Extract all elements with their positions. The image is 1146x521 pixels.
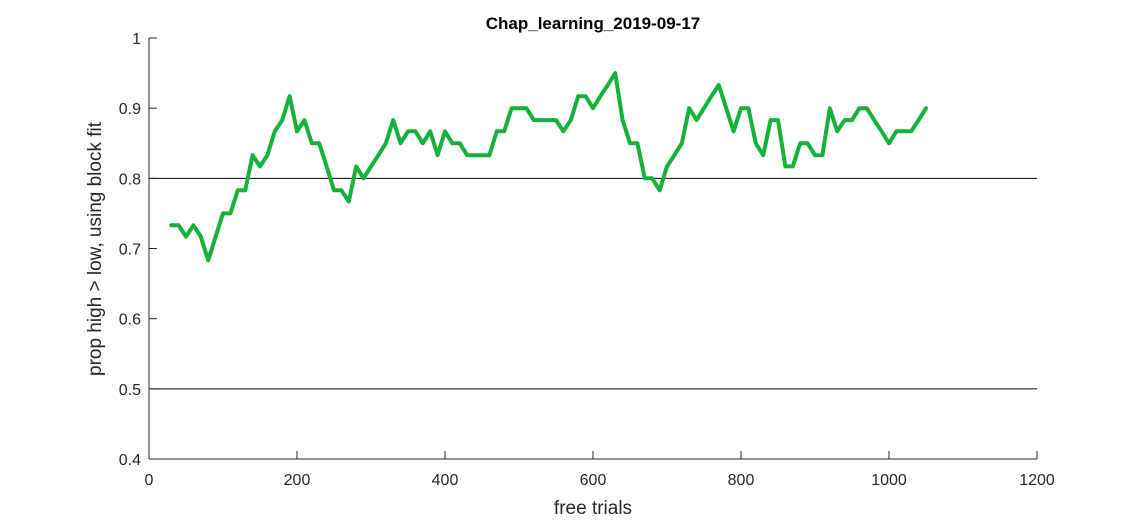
y-tick-label: 0.8 <box>119 171 141 188</box>
chart-title: Chap_learning_2019-09-17 <box>486 14 701 33</box>
y-axis-ticks: 0.4 0.5 0.6 0.7 0.8 0.9 1 <box>119 31 157 469</box>
y-tick-label: 1 <box>132 31 141 48</box>
x-tick-label: 800 <box>728 472 755 489</box>
y-tick-label: 0.4 <box>119 452 141 469</box>
series-line <box>169 71 928 263</box>
y-tick-label: 0.7 <box>119 242 141 259</box>
y-tick-label: 0.5 <box>119 382 141 399</box>
x-tick-label: 400 <box>432 472 459 489</box>
x-axis-ticks: 0 200 400 600 800 1000 1200 <box>145 451 1055 489</box>
series-layer <box>169 71 928 263</box>
reference-lines <box>149 177 1037 390</box>
x-tick-label: 0 <box>145 472 154 489</box>
x-tick-label: 200 <box>284 472 311 489</box>
x-tick-label: 600 <box>580 472 607 489</box>
x-tick-label: 1200 <box>1019 472 1055 489</box>
y-tick-label: 0.9 <box>119 101 141 118</box>
y-axis-label: prop high > low, using block fit <box>85 121 106 376</box>
x-axis-label: free trials <box>554 498 632 519</box>
y-tick-label: 0.6 <box>119 312 141 329</box>
x-tick-label: 1000 <box>871 472 907 489</box>
